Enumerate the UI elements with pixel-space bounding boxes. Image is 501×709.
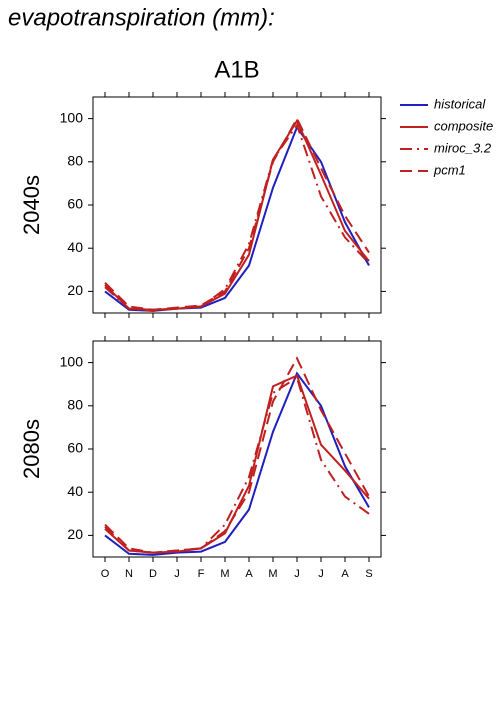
y-tick-label: 20 bbox=[67, 526, 83, 542]
y-tick-label: 80 bbox=[67, 153, 83, 169]
x-tick-label: A bbox=[341, 568, 349, 580]
series-line bbox=[104, 122, 370, 312]
legend-label: pcm1 bbox=[433, 162, 466, 177]
y-tick-label: 60 bbox=[67, 440, 83, 456]
x-tick-label: M bbox=[268, 568, 277, 580]
legend-label: historical bbox=[434, 96, 486, 111]
x-tick-label: M bbox=[220, 568, 229, 580]
y-tick-label: 60 bbox=[67, 196, 83, 212]
y-tick-label: 100 bbox=[60, 353, 84, 369]
series-line bbox=[104, 125, 370, 312]
series-line bbox=[104, 356, 370, 554]
x-tick-label: J bbox=[174, 568, 180, 580]
x-tick-label: J bbox=[318, 568, 324, 580]
x-tick-label: O bbox=[101, 568, 110, 580]
y-tick-label: 100 bbox=[60, 109, 84, 125]
legend-label: composite bbox=[434, 118, 493, 133]
y-axis-label: 2040s bbox=[19, 175, 44, 235]
y-tick-label: 80 bbox=[67, 397, 83, 413]
page-title: evapotranspiration (mm): bbox=[8, 4, 275, 31]
y-tick-label: 40 bbox=[67, 483, 83, 499]
x-tick-label: S bbox=[365, 568, 372, 580]
x-tick-label: F bbox=[198, 568, 205, 580]
x-tick-label: J bbox=[294, 568, 300, 580]
y-axis-label: 2080s bbox=[19, 419, 44, 479]
y-tick-label: 40 bbox=[67, 239, 83, 255]
series-line bbox=[104, 116, 370, 311]
x-tick-label: A bbox=[245, 568, 253, 580]
x-tick-label: D bbox=[149, 568, 157, 580]
y-tick-label: 20 bbox=[67, 282, 83, 298]
x-tick-label: N bbox=[125, 568, 133, 580]
series-line bbox=[104, 371, 370, 556]
legend-label: miroc_3.2 bbox=[434, 140, 492, 155]
scenario-title: A1B bbox=[214, 56, 259, 83]
